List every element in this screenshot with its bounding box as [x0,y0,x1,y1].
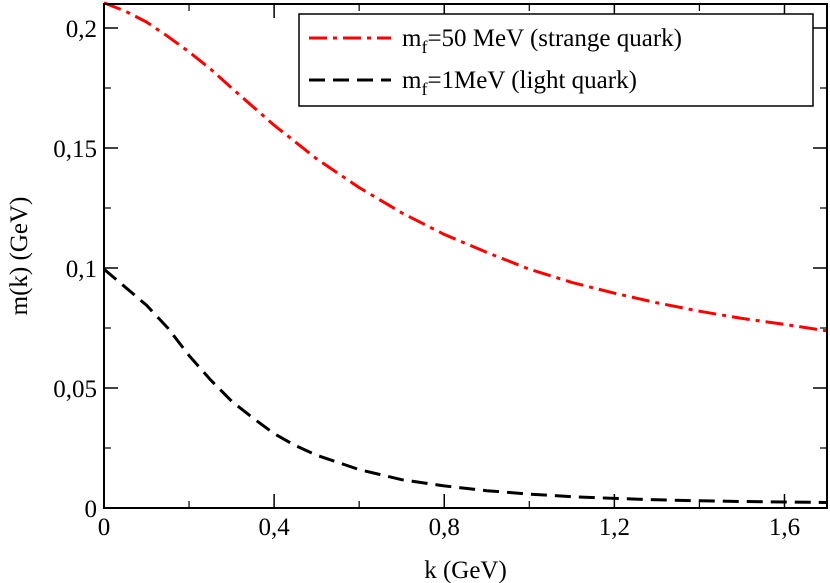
legend-box [298,13,814,107]
y-axis-label: m(k) (GeV) [6,197,33,316]
y-tick-label-1: 0,05 [53,376,97,403]
x-tick-label-4: 1,6 [769,514,800,541]
legend-strange-sub: f [421,37,427,57]
series-line-1 [103,268,828,504]
series-layer [103,1,828,504]
legend-entry-light: mf=1MeV (light quark) [402,67,637,99]
legend-light-rest: =1MeV (light quark) [427,67,636,94]
x-tick-label-0: 0 [98,514,111,541]
y-tick-label-0: 0 [85,496,98,523]
legend-strange-rest: =50 MeV (strange quark) [427,25,682,52]
x-tick-label-3: 1,2 [599,514,630,541]
legend-light-main: m [402,67,422,94]
legend-strange-main: m [402,25,422,52]
y-tick-label-3: 0,15 [53,136,97,163]
legend-light-sub: f [421,79,427,99]
legend: mf=50 MeV (strange quark) mf=1MeV (light… [298,13,814,107]
y-tick-label-4: 0,2 [66,16,97,43]
y-tick-label-2: 0,1 [66,256,97,283]
x-tick-label-2: 0,8 [429,514,460,541]
tick-labels: 0 0,4 0,8 1,2 1,6 0 0,05 0,1 0,15 0,2 [53,16,800,541]
x-axis-label: k (GeV) [424,557,507,583]
legend-entry-strange: mf=50 MeV (strange quark) [402,25,682,57]
plot-frame [103,3,828,509]
axis-ticks [103,4,827,509]
x-tick-label-1: 0,4 [258,514,290,541]
series-line-0 [103,1,828,333]
